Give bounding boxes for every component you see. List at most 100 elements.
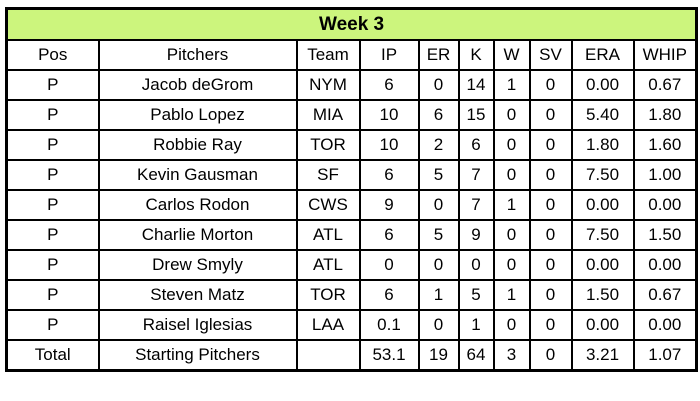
cell-er: 19 <box>417 339 460 372</box>
cell-pos: P <box>5 99 100 131</box>
cell-whip: 1.60 <box>632 129 698 161</box>
cell-ip: 9 <box>358 189 420 221</box>
total-row: Total Starting Pitchers 53.1 19 64 3 0 3.21 1.07 <box>5 339 698 372</box>
column-header-pitcher: Pitchers <box>97 39 298 71</box>
cell-pitcher: Drew Smyly <box>97 249 298 281</box>
cell-ip: 0.1 <box>358 309 420 341</box>
cell-w: 1 <box>492 69 531 101</box>
cell-era: 5.40 <box>570 99 635 131</box>
cell-sv: 0 <box>528 69 573 101</box>
cell-k: 1 <box>457 309 495 341</box>
cell-er: 0 <box>417 189 460 221</box>
cell-team <box>295 339 361 372</box>
cell-er: 6 <box>417 99 460 131</box>
table-row: P Kevin Gausman SF 6 5 7 0 0 7.50 1.00 <box>5 159 698 191</box>
cell-sv: 0 <box>528 159 573 191</box>
cell-ip: 6 <box>358 69 420 101</box>
table-title-row: Week 3 <box>5 7 698 41</box>
cell-k: 15 <box>457 99 495 131</box>
cell-team: ATL <box>295 219 361 251</box>
cell-whip: 0.67 <box>632 69 698 101</box>
cell-whip: 0.00 <box>632 249 698 281</box>
cell-team: MIA <box>295 99 361 131</box>
cell-er: 5 <box>417 159 460 191</box>
cell-pos: Total <box>5 339 100 372</box>
cell-whip: 1.07 <box>632 339 698 372</box>
cell-pitcher: Robbie Ray <box>97 129 298 161</box>
cell-team: TOR <box>295 279 361 311</box>
cell-team: LAA <box>295 309 361 341</box>
cell-w: 0 <box>492 129 531 161</box>
table-row: P Steven Matz TOR 6 1 5 1 0 1.50 0.67 <box>5 279 698 311</box>
cell-pos: P <box>5 159 100 191</box>
cell-ip: 6 <box>358 159 420 191</box>
cell-pitcher: Carlos Rodon <box>97 189 298 221</box>
cell-era: 3.21 <box>570 339 635 372</box>
cell-w: 3 <box>492 339 531 372</box>
column-header-er: ER <box>417 39 460 71</box>
table-row: P Jacob deGrom NYM 6 0 14 1 0 0.00 0.67 <box>5 69 698 101</box>
cell-ip: 6 <box>358 279 420 311</box>
cell-er: 5 <box>417 219 460 251</box>
cell-pitcher: Starting Pitchers <box>97 339 298 372</box>
cell-team: CWS <box>295 189 361 221</box>
cell-whip: 1.80 <box>632 99 698 131</box>
cell-k: 7 <box>457 159 495 191</box>
cell-sv: 0 <box>528 339 573 372</box>
column-header-k: K <box>457 39 495 71</box>
cell-whip: 1.00 <box>632 159 698 191</box>
cell-team: NYM <box>295 69 361 101</box>
cell-w: 0 <box>492 219 531 251</box>
cell-era: 0.00 <box>570 249 635 281</box>
cell-k: 9 <box>457 219 495 251</box>
cell-ip: 10 <box>358 129 420 161</box>
cell-team: TOR <box>295 129 361 161</box>
cell-pos: P <box>5 69 100 101</box>
column-header-pos: Pos <box>5 39 100 71</box>
cell-pos: P <box>5 309 100 341</box>
cell-er: 0 <box>417 69 460 101</box>
cell-pos: P <box>5 129 100 161</box>
cell-w: 1 <box>492 189 531 221</box>
cell-sv: 0 <box>528 249 573 281</box>
cell-era: 7.50 <box>570 219 635 251</box>
column-header-whip: WHIP <box>632 39 698 71</box>
cell-era: 7.50 <box>570 159 635 191</box>
cell-whip: 1.50 <box>632 219 698 251</box>
column-header-w: W <box>492 39 531 71</box>
cell-w: 0 <box>492 99 531 131</box>
column-header-ip: IP <box>358 39 420 71</box>
cell-k: 5 <box>457 279 495 311</box>
cell-er: 0 <box>417 309 460 341</box>
cell-w: 0 <box>492 309 531 341</box>
cell-k: 14 <box>457 69 495 101</box>
cell-k: 6 <box>457 129 495 161</box>
cell-ip: 0 <box>358 249 420 281</box>
cell-sv: 0 <box>528 99 573 131</box>
cell-ip: 6 <box>358 219 420 251</box>
cell-pos: P <box>5 189 100 221</box>
cell-whip: 0.00 <box>632 189 698 221</box>
cell-pos: P <box>5 219 100 251</box>
cell-sv: 0 <box>528 279 573 311</box>
cell-team: ATL <box>295 249 361 281</box>
cell-era: 0.00 <box>570 69 635 101</box>
table-header-row: Pos Pitchers Team IP ER K W SV ERA WHIP <box>5 39 698 71</box>
cell-whip: 0.67 <box>632 279 698 311</box>
cell-ip: 10 <box>358 99 420 131</box>
cell-pitcher: Steven Matz <box>97 279 298 311</box>
table-row: P Pablo Lopez MIA 10 6 15 0 0 5.40 1.80 <box>5 99 698 131</box>
table-row: P Charlie Morton ATL 6 5 9 0 0 7.50 1.50 <box>5 219 698 251</box>
cell-pitcher: Pablo Lopez <box>97 99 298 131</box>
cell-era: 1.50 <box>570 279 635 311</box>
cell-er: 0 <box>417 249 460 281</box>
cell-k: 64 <box>457 339 495 372</box>
column-header-sv: SV <box>528 39 573 71</box>
cell-pos: P <box>5 279 100 311</box>
cell-sv: 0 <box>528 129 573 161</box>
cell-era: 0.00 <box>570 189 635 221</box>
cell-k: 7 <box>457 189 495 221</box>
cell-era: 0.00 <box>570 309 635 341</box>
